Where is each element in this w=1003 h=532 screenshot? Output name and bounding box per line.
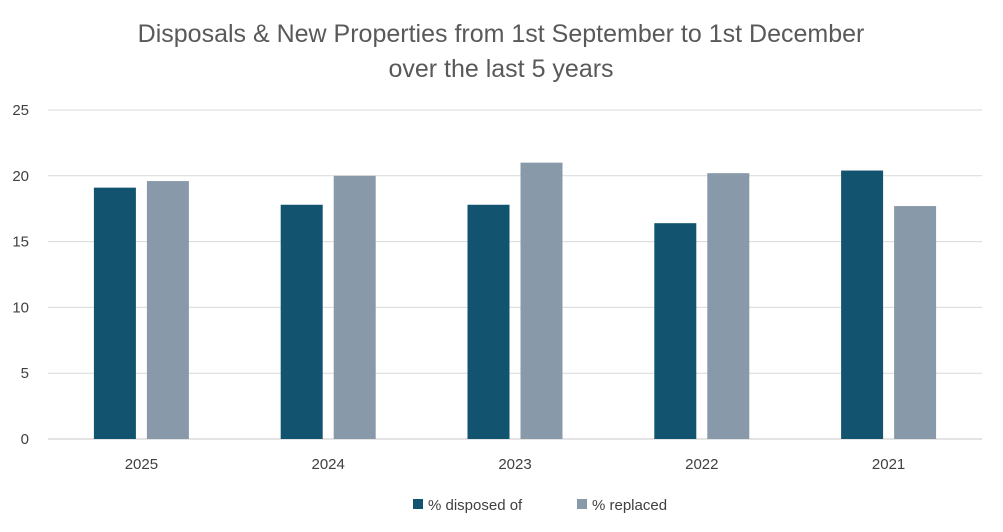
bar-replaced-2022 — [707, 173, 750, 439]
bar-disposed-2024 — [280, 204, 323, 439]
gridlines — [48, 109, 982, 440]
x-tick-label: 2025 — [125, 456, 158, 473]
x-tick-label: 2023 — [498, 456, 531, 473]
bar-disposed-2025 — [93, 187, 136, 439]
bar-replaced-2025 — [146, 181, 189, 439]
x-tick-label: 2022 — [685, 456, 718, 473]
legend-label: % disposed of — [428, 497, 523, 514]
y-tick-label: 15 — [12, 234, 29, 251]
bars — [93, 162, 937, 440]
x-tick-label: 2024 — [312, 456, 345, 473]
y-tick-label: 5 — [21, 365, 29, 382]
bar-replaced-2023 — [520, 162, 563, 439]
y-tick-label: 20 — [12, 168, 29, 185]
legend-swatch — [577, 499, 587, 509]
legend-swatch — [413, 499, 423, 509]
bar-disposed-2021 — [841, 170, 884, 439]
y-axis-ticks: 0 5 10 15 20 25 — [12, 102, 29, 448]
legend-label: % replaced — [592, 497, 667, 514]
bar-replaced-2021 — [894, 206, 937, 439]
y-tick-label: 0 — [21, 431, 29, 448]
x-axis-ticks: 2025 2024 2023 2022 2021 — [125, 456, 906, 473]
x-tick-label: 2021 — [872, 456, 905, 473]
chart-title-line-2: over the last 5 years — [388, 55, 613, 83]
y-tick-label: 25 — [12, 102, 29, 119]
legend: % disposed of % replaced — [413, 497, 667, 514]
y-tick-label: 10 — [12, 299, 29, 316]
bar-disposed-2023 — [467, 204, 510, 439]
bar-replaced-2024 — [333, 175, 376, 440]
chart-title-line-1: Disposals & New Properties from 1st Sept… — [138, 20, 865, 48]
bar-disposed-2022 — [654, 223, 697, 439]
